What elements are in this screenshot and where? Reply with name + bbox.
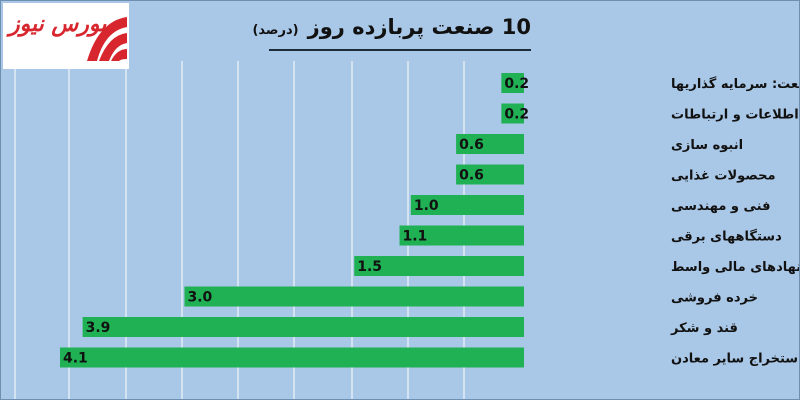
logo-text: بورس نیوز [9, 11, 107, 37]
value-label: 1.0 [414, 198, 439, 214]
value-label: 0.2 [504, 76, 529, 92]
value-label: 0.6 [459, 168, 484, 184]
bar [354, 256, 524, 276]
bar [501, 73, 524, 93]
category-label: انبوه سازی [671, 138, 743, 153]
category-label: محصولات غذایی [671, 169, 776, 184]
value-label: 3.9 [86, 320, 111, 336]
category-label: قند و شکر [670, 321, 738, 336]
bar [456, 164, 524, 185]
title-unit: (درصد) [252, 23, 299, 38]
value-label: 1.5 [357, 259, 382, 275]
category-label: استخراج سایر معادن [671, 352, 799, 367]
value-label: 3.0 [187, 290, 212, 306]
bar [184, 286, 525, 307]
bar [501, 103, 524, 124]
value-label: 0.2 [504, 107, 529, 123]
category-label: فنی و مهندسی [671, 199, 771, 214]
logo-mark-icon [87, 17, 127, 61]
brand-logo: بورس نیوز [3, 3, 129, 69]
chart-title: 10 صنعت پربازده روز (درصد) [252, 15, 531, 51]
bar [456, 134, 524, 154]
value-label: 4.1 [63, 351, 88, 367]
title-text: 10 صنعت پربازده روز [307, 15, 531, 39]
bar [410, 195, 524, 215]
value-label: 1.1 [403, 229, 428, 245]
bar [60, 347, 524, 368]
category-label: اطلاعات و ارتباطات [671, 108, 799, 123]
category-label: دستگاههای برقی [671, 229, 782, 245]
category-label: فعالیت های کمکی به نهادهای مالی واسط [671, 260, 799, 275]
bar [82, 317, 524, 337]
value-label: 0.6 [459, 137, 484, 153]
category-label: خرده فروشی [671, 291, 758, 306]
bar [399, 225, 524, 246]
category-label: صنعت: سرمایه گذاریها [671, 76, 799, 92]
